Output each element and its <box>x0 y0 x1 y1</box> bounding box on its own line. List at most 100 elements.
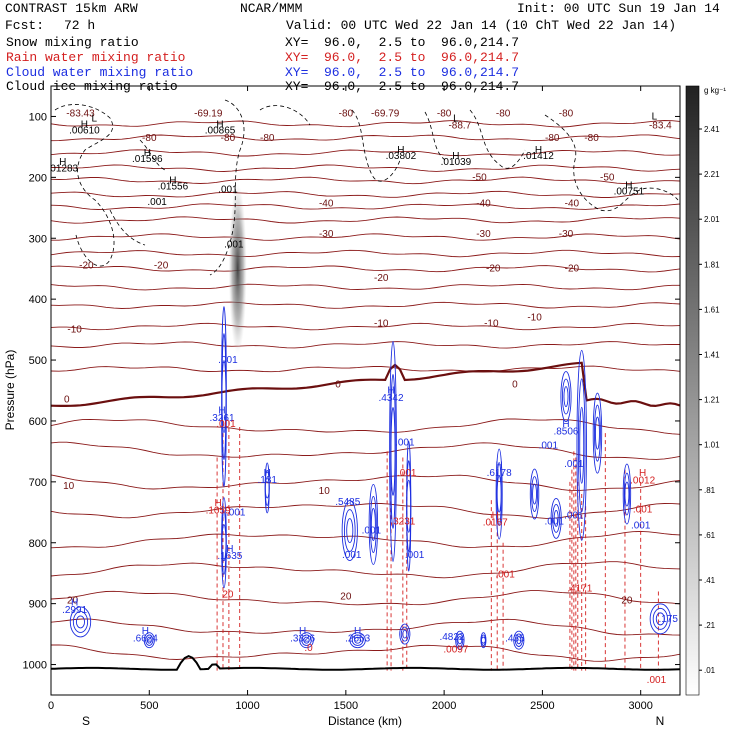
y-tick-label: 700 <box>29 477 47 489</box>
cloud-water-label: H <box>218 406 225 417</box>
cloud-water-contour <box>351 634 364 646</box>
field-name-cloud: Cloud water mixing ratio <box>6 65 194 80</box>
isotherm-label: -30 <box>559 229 574 240</box>
cloud-water-contour <box>496 475 502 513</box>
isotherm-label: -80 <box>496 108 511 119</box>
isotherm-label: -10 <box>484 319 499 330</box>
isotherm-label: -10 <box>67 325 82 336</box>
cloud-water-contour <box>456 633 464 647</box>
isotherm-line <box>51 190 680 198</box>
colorbar-label: .21 <box>704 621 716 630</box>
cloud-water-contour <box>513 630 525 650</box>
rain-label: .0012 <box>630 476 655 487</box>
cloud-water-label: .001 <box>564 459 584 470</box>
colorbar-label: 1.81 <box>704 260 720 269</box>
cloud-water-label: .2653 <box>345 633 370 644</box>
snow-label: H <box>59 157 66 168</box>
isotherm-label: -80 <box>559 108 574 119</box>
cloud-water-contour <box>649 603 671 635</box>
x-axis-label: Distance (km) <box>328 714 402 728</box>
snow-contour <box>54 104 115 267</box>
cloud-water-label: H <box>562 419 569 430</box>
isotherm-line <box>51 149 680 157</box>
cloud-water-label: .001 <box>395 437 415 448</box>
isotherm-label: 20 <box>340 591 352 602</box>
cloud-water-contour <box>623 472 630 516</box>
snow-label: .01412 <box>523 151 554 162</box>
isotherm-line <box>51 233 680 241</box>
cloud-water-label: H <box>142 626 149 637</box>
cloud-water-label: H <box>496 460 503 471</box>
terrain-line <box>51 654 680 671</box>
cloud-water-label: .001 <box>362 526 382 537</box>
isotherm-label: -83.4 <box>649 121 672 132</box>
cloud-water-contour <box>75 615 86 629</box>
x-tick-label: 3000 <box>628 700 652 712</box>
cloud-water-contour <box>389 340 397 562</box>
cloud-water-contour <box>303 636 310 644</box>
isotherm-label: -20 <box>374 273 389 284</box>
isotherm-line <box>51 265 680 273</box>
isotherm-label: -30 <box>319 229 334 240</box>
y-tick-label: 800 <box>29 538 47 550</box>
isotherm-line <box>51 203 680 210</box>
rain-label: H <box>639 468 646 479</box>
snow-label: .00865 <box>205 126 236 137</box>
isotherm-label: -40 <box>319 199 334 210</box>
snow-contour <box>109 209 146 246</box>
rain-label: 20 <box>222 590 234 601</box>
snow-label: H <box>216 119 223 130</box>
colorbar-label: 1.61 <box>704 305 720 314</box>
x-tick-label: 1500 <box>334 700 358 712</box>
cloud-water-contour <box>143 632 155 649</box>
snow-contour <box>139 139 166 171</box>
colorbar-label: .61 <box>704 531 716 540</box>
cloud-water-contour <box>531 476 538 512</box>
cloud-water-contour <box>145 634 154 646</box>
isotherm-line <box>51 134 680 142</box>
snow-label: .03802 <box>386 151 417 162</box>
snow-label: H <box>169 175 176 186</box>
field-name-snow: Snow mixing ratio <box>6 35 139 50</box>
colorbar-label: .81 <box>704 486 716 495</box>
cloud-water-contour <box>514 633 523 647</box>
cloud-water-contour <box>560 371 572 423</box>
cloud-water-contour <box>532 483 537 505</box>
fcst-label: Fcst: <box>5 18 45 33</box>
cloud-water-contour <box>72 610 89 633</box>
cloud-water-contour <box>652 607 668 630</box>
x-tick-label: 2500 <box>530 700 554 712</box>
rain-label: .001 <box>647 675 667 686</box>
rain-label: .001 <box>397 468 417 479</box>
cloud-water-contour <box>550 497 562 539</box>
isotherm-label: -80 <box>339 108 354 119</box>
center-label: NCAR/MMM <box>240 1 303 16</box>
cloud-water-contour <box>368 484 379 565</box>
snow-label: H <box>144 148 151 159</box>
snow-label: H <box>535 145 542 156</box>
isotherm-label: -20 <box>154 261 169 272</box>
cloud-water-label: .435 <box>505 633 525 644</box>
snow-label: H <box>625 180 632 191</box>
cloud-water-label: H <box>71 597 78 608</box>
isotherm-label: -50 <box>472 172 487 183</box>
y-tick-label: 1000 <box>23 660 47 672</box>
isotherm-label: -80 <box>437 108 452 119</box>
isotherm-label: 20 <box>67 596 79 607</box>
y-tick-label: 900 <box>29 599 47 611</box>
isotherm-label: -83.43 <box>66 108 95 119</box>
isotherm-line <box>51 441 680 460</box>
cloud-water-contour <box>563 386 569 408</box>
fcst-value: 72 h <box>64 18 96 33</box>
cloud-water-contour <box>480 634 486 646</box>
isotherm-label: -80 <box>260 133 275 144</box>
y-tick-label: 500 <box>29 355 47 367</box>
cloud-water-contour <box>577 378 586 513</box>
isotherm-label: 0 <box>335 379 341 390</box>
cloud-water-contour <box>457 636 463 645</box>
rain-label: .3231 <box>390 516 415 527</box>
cloud-water-contour <box>561 378 571 415</box>
isotherm-line <box>51 216 680 224</box>
rain-label: .001 <box>216 419 236 430</box>
